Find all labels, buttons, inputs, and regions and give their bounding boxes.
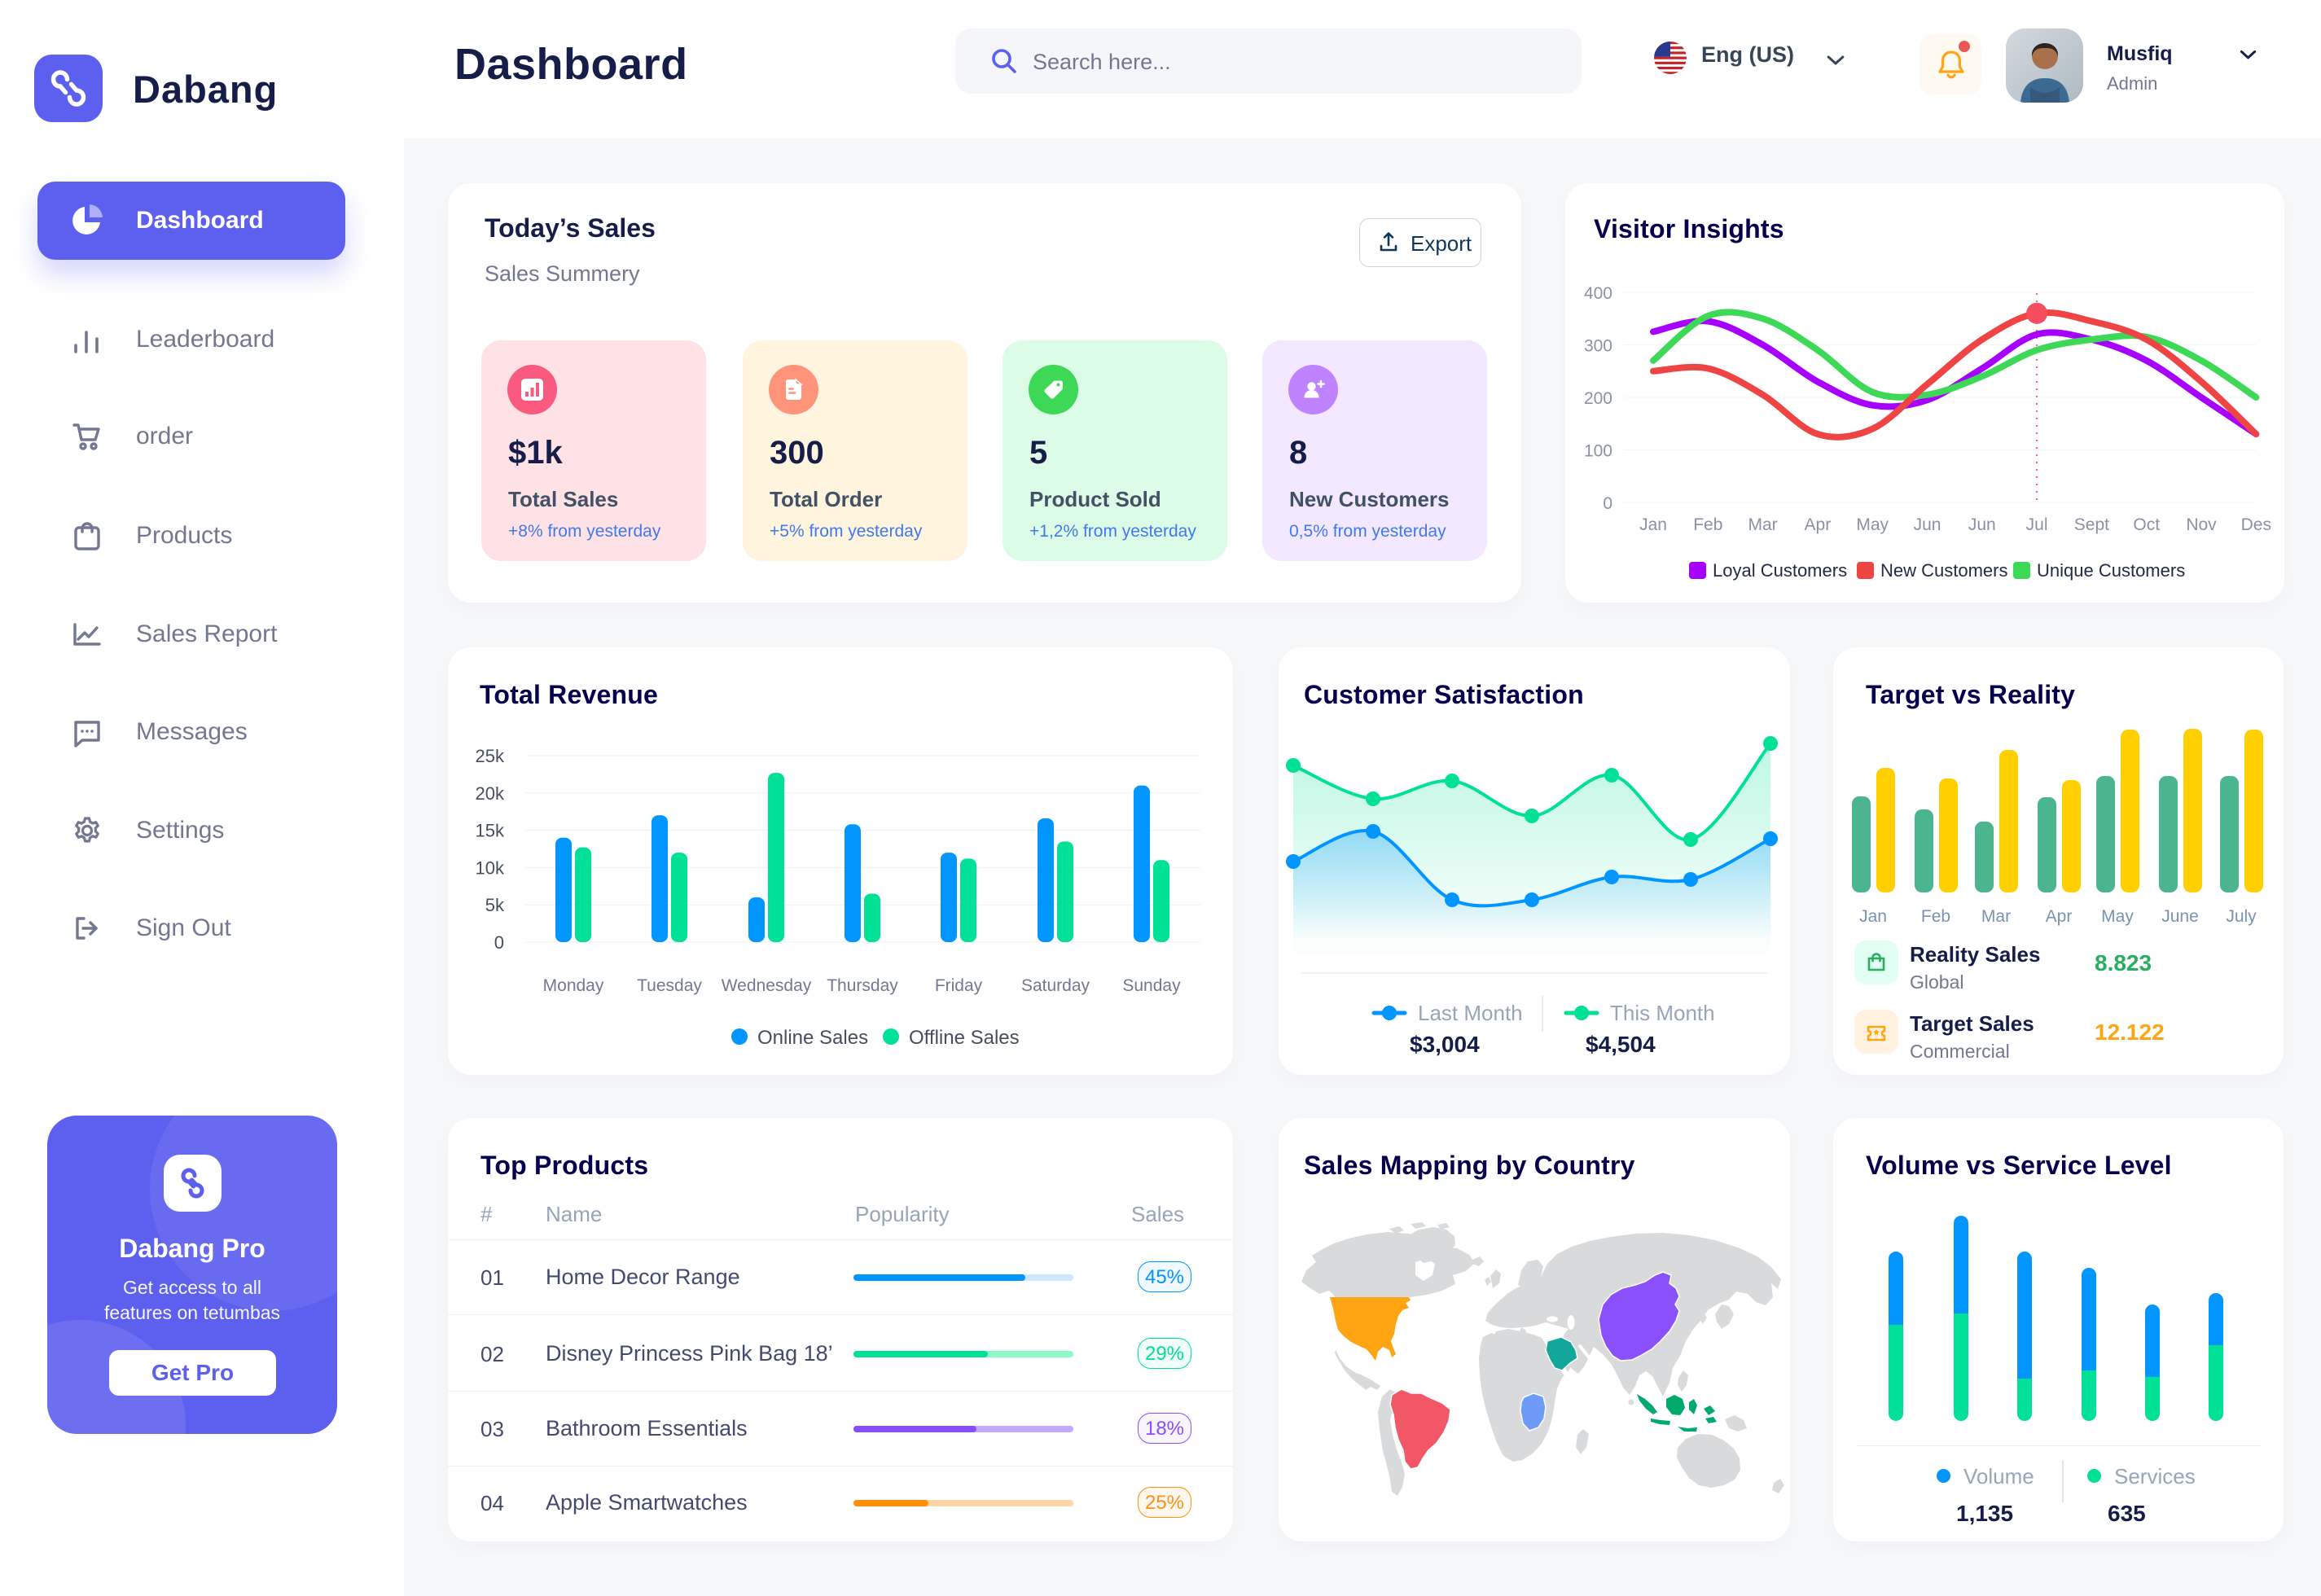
svg-text:10k: 10k	[476, 857, 505, 878]
svg-text:Jan: Jan	[1639, 515, 1667, 534]
svg-text:0: 0	[1603, 494, 1612, 513]
svg-text:Tuesday: Tuesday	[637, 976, 702, 995]
svg-text:May: May	[1856, 515, 1889, 534]
svg-text:Offline Sales: Offline Sales	[909, 1027, 1020, 1049]
svg-text:June: June	[2161, 907, 2199, 926]
svg-text:Feb: Feb	[1921, 907, 1950, 926]
svg-text:300: 300	[1584, 337, 1612, 356]
svg-text:Friday: Friday	[935, 976, 983, 995]
svg-text:25k: 25k	[476, 746, 505, 766]
svg-text:Thursday: Thursday	[827, 976, 898, 995]
svg-text:May: May	[2101, 907, 2134, 926]
svg-text:July: July	[2226, 907, 2257, 926]
svg-text:New Customers: New Customers	[1880, 560, 2007, 581]
svg-text:Wednesday: Wednesday	[722, 976, 812, 995]
svg-text:Sept: Sept	[2074, 515, 2109, 534]
svg-text:Jun: Jun	[1914, 515, 1941, 534]
svg-text:Unique Customers: Unique Customers	[2037, 560, 2185, 581]
svg-text:Monday: Monday	[543, 976, 604, 995]
svg-text:Des: Des	[2241, 515, 2271, 534]
svg-text:This Month: This Month	[1610, 1001, 1715, 1025]
svg-text:$4,504: $4,504	[1586, 1032, 1656, 1057]
svg-text:5k: 5k	[485, 895, 505, 915]
svg-text:15k: 15k	[476, 821, 505, 841]
svg-text:$3,004: $3,004	[1410, 1032, 1480, 1057]
svg-text:Loyal Customers: Loyal Customers	[1713, 560, 1847, 581]
svg-text:100: 100	[1584, 442, 1612, 461]
svg-text:Apr: Apr	[1805, 515, 1832, 534]
svg-text:Oct: Oct	[2133, 515, 2160, 534]
svg-text:Nov: Nov	[2186, 515, 2217, 534]
svg-text:400: 400	[1584, 284, 1612, 303]
svg-text:Saturday: Saturday	[1021, 976, 1090, 995]
svg-text:Jul: Jul	[2026, 515, 2048, 534]
svg-text:Jun: Jun	[1968, 515, 1996, 534]
svg-text:Sunday: Sunday	[1122, 976, 1181, 995]
svg-text:0: 0	[494, 932, 504, 953]
svg-text:Feb: Feb	[1693, 515, 1722, 534]
svg-text:Mar: Mar	[1981, 907, 2011, 926]
svg-text:Online Sales: Online Sales	[757, 1027, 868, 1049]
svg-text:200: 200	[1584, 389, 1612, 408]
svg-text:Jan: Jan	[1859, 907, 1887, 926]
svg-text:Mar: Mar	[1748, 515, 1778, 534]
svg-text:Last Month: Last Month	[1418, 1001, 1523, 1025]
svg-text:Apr: Apr	[2046, 907, 2073, 926]
svg-text:20k: 20k	[476, 783, 505, 804]
